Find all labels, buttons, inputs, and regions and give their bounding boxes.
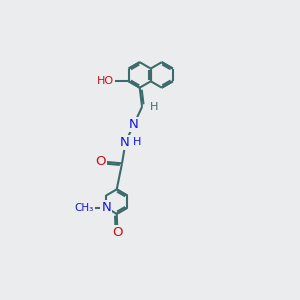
Text: O: O	[112, 226, 123, 239]
Text: HO: HO	[97, 76, 114, 86]
Text: CH₃: CH₃	[74, 203, 94, 213]
Text: N: N	[120, 136, 130, 148]
Text: N: N	[101, 201, 111, 214]
Text: O: O	[95, 155, 106, 168]
Text: H: H	[150, 102, 158, 112]
Text: H: H	[133, 136, 141, 146]
Text: N: N	[128, 118, 138, 131]
